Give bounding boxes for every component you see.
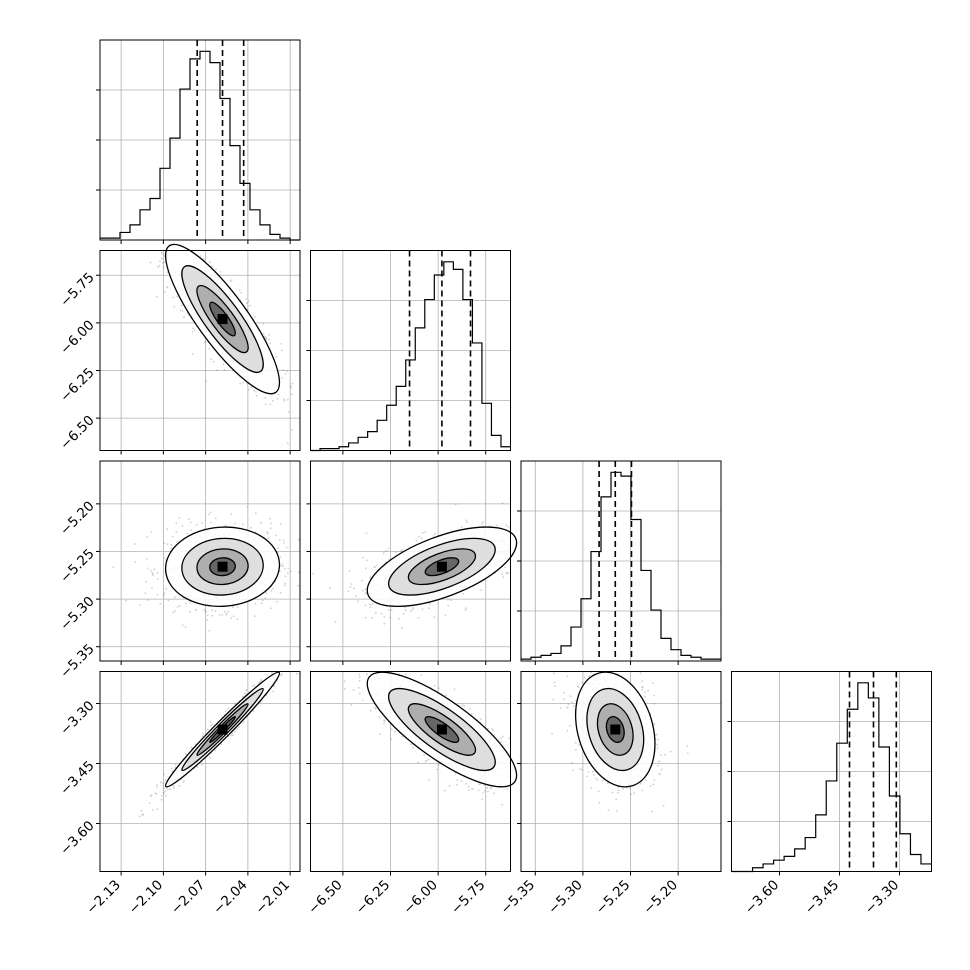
y-tick-label: −3.60 [57,818,98,859]
panel-3-0: −2.13 −2.10 −2.07 −2.04 −2.01 −3.30 −3.45 −3.60 [57,671,301,918]
x-tick-label: −3.60 [742,877,783,918]
x-tick-label: −5.25 [593,877,634,918]
x-tick-label: −2.13 [83,877,124,918]
panel-frame [310,671,511,872]
y-tick-label: −5.75 [57,270,98,311]
density-peak [217,314,228,325]
panel-1-1 [306,250,511,455]
histogram-step-line [310,261,511,452]
density-peak [436,561,447,572]
y-tick-label: −6.25 [57,365,98,406]
y-tick-label: −6.00 [57,317,98,358]
panel-frame [99,671,301,872]
y-tick-label: −5.25 [57,546,98,587]
panel-2-1 [306,460,518,665]
x-tick-label: −5.75 [448,877,489,918]
density-peak [217,724,228,735]
histogram-step-line [731,682,932,873]
x-tick-label: −5.35 [498,877,539,918]
x-tick-label: −5.20 [640,877,681,918]
x-tick-label: −5.30 [545,877,586,918]
x-tick-label: −2.04 [210,877,251,918]
x-tick-label: −3.45 [802,877,843,918]
panel-1-0: −5.75 −6.00 −6.25 −6.50 [57,243,301,455]
density-peak [610,724,621,735]
panel-frame [310,460,511,662]
panel-0-0 [96,39,301,244]
panel-frame [99,460,301,662]
y-tick-label: −3.45 [57,758,98,799]
y-tick-label: −6.50 [57,412,98,453]
panel-3-1: −6.50 −6.25 −6.00 −5.75 [305,671,518,918]
density-peak [217,561,228,572]
x-tick-label: −2.01 [252,877,293,918]
x-tick-label: −6.00 [400,877,441,918]
panel-3-3: −3.60 −3.45 −3.30 [727,671,932,918]
panel-frame [99,250,301,451]
x-tick-label: −2.07 [168,877,209,918]
panel-2-2 [517,460,722,665]
panel-3-2: −5.35 −5.30 −5.25 −5.20 [498,671,722,918]
density-peak [436,724,447,735]
panel-2-0: −5.20 −5.25 −5.30 −5.35 [57,460,301,682]
y-tick-label: −5.20 [57,498,98,539]
histogram-step-line [100,50,300,241]
x-tick-label: −3.30 [862,877,903,918]
x-tick-label: −6.50 [305,877,346,918]
y-tick-label: −3.30 [57,698,98,739]
x-tick-label: −6.25 [353,877,394,918]
y-tick-label: −5.30 [57,593,98,634]
histogram-step-line [521,471,721,660]
x-tick-label: −2.10 [126,877,167,918]
panel-frame [520,671,722,872]
y-tick-label: −5.35 [57,641,98,682]
